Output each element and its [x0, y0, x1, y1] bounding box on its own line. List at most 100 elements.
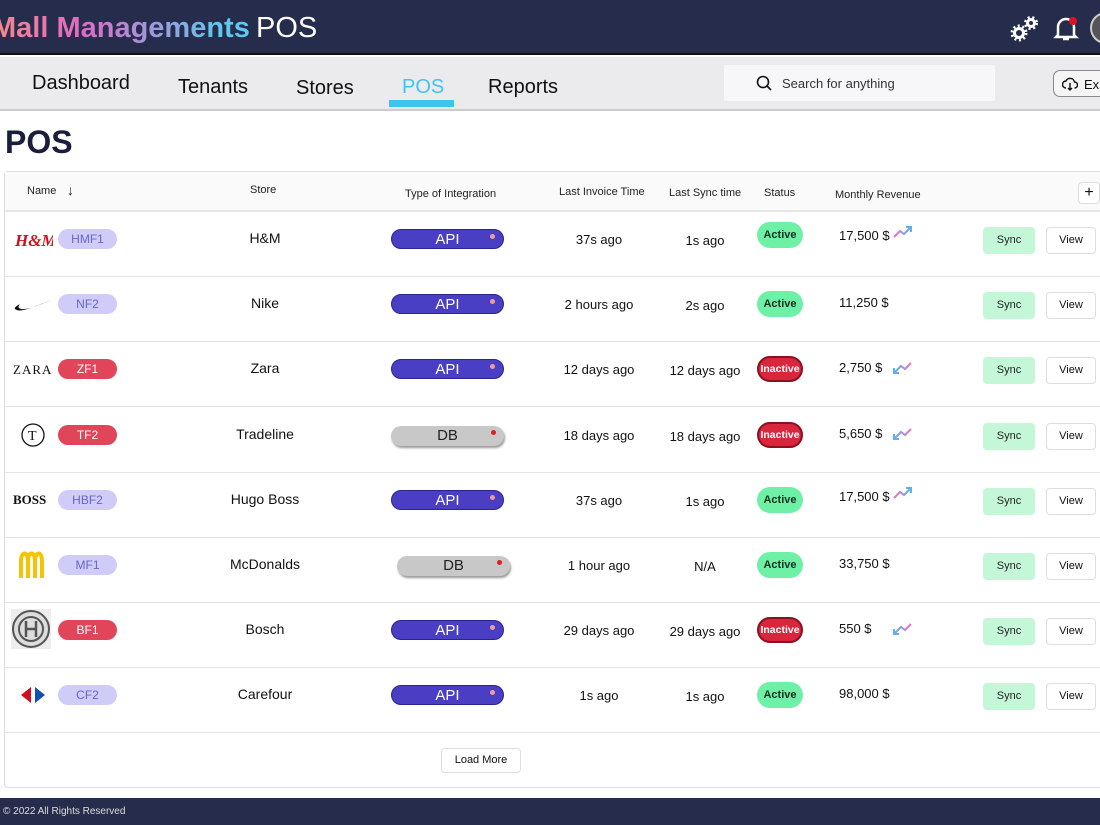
export-button[interactable]: Exp [1053, 70, 1100, 97]
sync-button[interactable]: Sync [983, 487, 1035, 515]
last-sync-time: 1s ago [685, 689, 725, 705]
sync-button[interactable]: Sync [983, 292, 1035, 320]
integration-type-badge: DB [391, 425, 504, 446]
last-invoice-time: 1 hour ago [567, 558, 631, 573]
store-logo-icon: T [21, 422, 45, 447]
active-tab-indicator [389, 100, 454, 107]
col-last-sync: Last Sync time [669, 187, 742, 199]
status-badge: Active [757, 486, 803, 513]
store-code-badge: HMF1 [58, 229, 117, 249]
status-badge: Active [757, 291, 803, 318]
table-row: BF1 Bosch API 29 days ago 29 days ago In… [5, 603, 1100, 669]
last-sync-time: 12 days ago [669, 363, 741, 379]
integration-type-badge: API [391, 359, 504, 380]
tab-stores[interactable]: Stores [296, 77, 354, 99]
add-column-button[interactable]: + [1078, 182, 1100, 204]
last-invoice-time: 12 days ago [563, 362, 635, 378]
store-logo-icon: H&M [14, 231, 53, 250]
store-name: Tradeline [236, 425, 294, 442]
col-integration: Type of Integration [405, 188, 497, 200]
view-button[interactable]: View [1046, 357, 1096, 385]
trend-down-icon [893, 427, 912, 440]
integration-type-badge: DB [397, 556, 510, 576]
last-sync-time: 1s ago [685, 493, 725, 509]
tab-pos[interactable]: POS [402, 76, 445, 98]
tab-reports[interactable]: Reports [488, 76, 559, 98]
status-badge: Active [757, 222, 803, 248]
view-button[interactable]: View [1046, 618, 1096, 646]
sync-button[interactable]: Sync [983, 357, 1035, 385]
search-icon [756, 75, 772, 91]
sync-button[interactable]: Sync [983, 618, 1035, 646]
sync-button[interactable]: Sync [983, 553, 1035, 580]
store-code-badge: TF2 [58, 424, 117, 445]
monthly-revenue: 2,750 $ [839, 360, 883, 376]
status-dot [490, 234, 495, 239]
status-dot [490, 364, 495, 370]
sort-down-arrow-icon[interactable]: ↓ [67, 182, 74, 198]
notification-bell-icon[interactable] [1053, 15, 1079, 43]
svg-text:ZARA: ZARA [13, 362, 52, 377]
table-row: BOSS HBF2 Hugo Boss API 37s ago 1s ago A… [5, 473, 1100, 538]
store-logo-icon [19, 551, 44, 578]
store-code-badge: MF1 [58, 555, 117, 575]
sync-button[interactable]: Sync [983, 683, 1035, 711]
sync-button[interactable]: Sync [983, 422, 1035, 450]
view-button[interactable]: View [1046, 227, 1096, 254]
tab-dashboard[interactable]: Dashboard [32, 72, 130, 94]
integration-type-badge: API [391, 229, 504, 249]
table-row: ZARA ZF1 Zara API 12 days ago 12 days ag… [5, 342, 1100, 408]
monthly-revenue: 98,000 $ [839, 686, 890, 702]
col-name[interactable]: Name [27, 185, 57, 197]
status-dot [490, 625, 495, 631]
integration-type: API [435, 687, 460, 705]
col-last-invoice: Last Invoice Time [559, 186, 645, 198]
col-status: Status [764, 187, 796, 199]
view-button[interactable]: View [1046, 487, 1096, 515]
monthly-revenue: 5,650 $ [839, 425, 883, 441]
tab-tenants[interactable]: Tenants [178, 76, 249, 98]
last-invoice-time: 1s ago [579, 688, 619, 704]
store-logo-icon [11, 609, 51, 650]
table-row: CF2 Carefour API 1s ago 1s ago Active 98… [5, 668, 1100, 734]
last-sync-time: 18 days ago [669, 428, 741, 444]
store-logo-icon: BOSS [13, 492, 46, 507]
brand-title: Mall Managements [0, 12, 250, 45]
col-revenue: Monthly Revenue [835, 189, 921, 201]
status-dot [490, 299, 495, 305]
monthly-revenue: 550 $ [839, 621, 872, 637]
store-code-badge: ZF1 [58, 359, 117, 380]
cloud-download-icon [1062, 77, 1078, 91]
store-name: Zara [250, 360, 280, 377]
monthly-revenue: 17,500 $ [839, 228, 890, 243]
store-code-badge: BF1 [58, 620, 117, 641]
store-logo-icon [21, 687, 45, 704]
view-button[interactable]: View [1046, 422, 1096, 450]
last-sync-time: 1s ago [685, 233, 725, 248]
status-dot [491, 429, 496, 435]
search-placeholder: Search for anything [782, 76, 895, 91]
status-dot [497, 560, 502, 565]
status-dot [490, 494, 495, 500]
integration-type-badge: API [391, 489, 504, 510]
trend-down-icon [893, 623, 912, 636]
user-avatar[interactable] [1090, 12, 1100, 44]
footer-copyright: © 2022 All Rights Reserved [0, 798, 1100, 825]
top-bar: Mall Managements POS [0, 0, 1100, 55]
status-badge: Inactive [757, 356, 803, 383]
view-button[interactable]: View [1046, 292, 1096, 320]
store-name: Bosch [245, 621, 285, 638]
monthly-revenue: 11,250 $ [839, 295, 889, 311]
main-nav: Dashboard Tenants Stores POS Reports Sea… [0, 57, 1100, 111]
search-input[interactable]: Search for anything [724, 65, 995, 101]
integration-type-badge: API [391, 294, 504, 315]
settings-gears-icon[interactable] [1010, 15, 1040, 43]
load-more-button[interactable]: Load More [441, 748, 521, 773]
last-sync-time: 29 days ago [669, 624, 741, 640]
view-button[interactable]: View [1046, 553, 1096, 580]
trend-up-icon [893, 226, 912, 238]
sync-button[interactable]: Sync [983, 227, 1035, 254]
view-button[interactable]: View [1046, 683, 1096, 711]
table-row: MF1 McDonalds DB 1 hour ago N/A Active 3… [5, 538, 1100, 603]
svg-text:BOSS: BOSS [13, 492, 46, 507]
